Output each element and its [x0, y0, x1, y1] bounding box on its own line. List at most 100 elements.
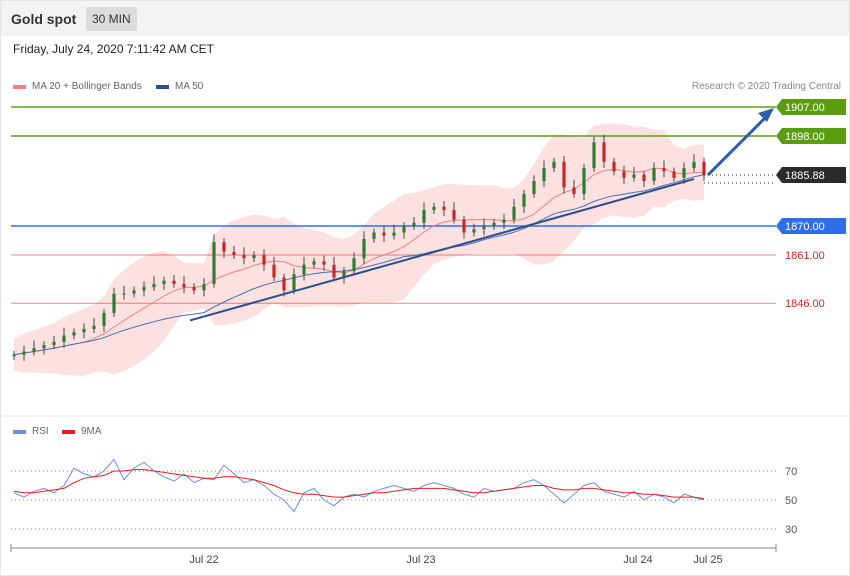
candle-body	[262, 255, 266, 265]
candle-body	[292, 274, 296, 291]
candle-body	[352, 258, 356, 272]
candle-body	[422, 209, 426, 223]
candle-body	[562, 161, 566, 188]
legend-rsi: RSI	[13, 426, 49, 437]
ma50-line	[13, 174, 705, 356]
candle-body	[32, 348, 36, 352]
candle-body	[632, 174, 636, 178]
rsi-level-label-70: 70	[785, 466, 797, 478]
level-label-1898.00: 1898.00	[785, 131, 825, 143]
candle-body	[302, 264, 306, 275]
rsi-9ma-line	[13, 469, 705, 500]
candle-body	[442, 206, 446, 210]
candle-body	[682, 168, 686, 178]
candle-body	[402, 226, 406, 233]
candle-body	[362, 238, 366, 259]
candle-body	[72, 332, 76, 336]
candle-body	[672, 171, 676, 178]
candle-body	[182, 283, 186, 288]
candle-body	[702, 161, 706, 175]
candle-body	[222, 242, 226, 252]
candle-body	[642, 174, 646, 182]
chart-header: Gold spot 30 MIN	[1, 1, 849, 36]
level-label-1861.00: 1861.00	[785, 250, 825, 262]
ma20-line	[13, 167, 705, 356]
legend-swatch-ma50	[156, 84, 169, 89]
candle-body	[372, 232, 376, 239]
candle-body	[452, 209, 456, 220]
last-price-label: 1885.88	[785, 170, 825, 182]
candle-body	[472, 229, 476, 233]
projection-arrow-shaft	[706, 113, 770, 177]
candle-body	[272, 264, 276, 278]
candle-body	[512, 206, 516, 220]
candle-body	[242, 255, 246, 259]
candle-body	[602, 142, 606, 162]
candle-body	[162, 280, 166, 284]
legend-swatch-rsi	[13, 429, 26, 434]
candle-body	[82, 328, 86, 333]
candle-body	[462, 219, 466, 233]
candle-body	[492, 222, 496, 227]
candle-body	[572, 187, 576, 194]
candle-body	[142, 287, 146, 291]
candle-body	[412, 222, 416, 227]
chart-title: Gold spot	[11, 11, 77, 27]
legend-label-ma20: MA 20 + Bollinger Bands	[32, 81, 142, 92]
level-tag-1870.00	[776, 218, 846, 235]
x-tick-label-Jul-25: Jul 25	[693, 554, 722, 566]
candle-body	[102, 312, 106, 326]
candle-body	[542, 168, 546, 182]
legend-ma20: MA 20 + Bollinger Bands	[13, 81, 142, 92]
candle-body	[312, 261, 316, 265]
candle-body	[382, 232, 386, 236]
x-tick-label-Jul-24: Jul 24	[623, 554, 652, 566]
level-tag-1898.00	[776, 128, 846, 144]
level-label-1907.00: 1907.00	[785, 102, 825, 114]
candle-body	[192, 287, 196, 291]
candle-body	[322, 261, 326, 265]
candle-body	[12, 354, 16, 357]
candle-body	[122, 293, 126, 295]
candle-body	[212, 242, 216, 284]
candle-body	[612, 161, 616, 172]
candle-body	[282, 277, 286, 291]
level-label-1870.00: 1870.00	[785, 221, 825, 233]
candle-body	[42, 345, 46, 349]
legend-label-rsi: RSI	[32, 426, 49, 437]
candle-body	[252, 255, 256, 259]
legend-label-9ma: 9MA	[81, 426, 102, 437]
candle-body	[92, 325, 96, 329]
candle-body	[522, 193, 526, 207]
rsi-line	[13, 458, 705, 513]
candle-body	[332, 264, 336, 278]
candle-body	[652, 168, 656, 182]
candle-body	[692, 161, 696, 169]
candle-body	[112, 293, 116, 313]
x-tick-label-Jul-22: Jul 22	[189, 554, 218, 566]
bollinger-band-area	[14, 123, 704, 376]
candle-body	[202, 283, 206, 291]
candle-body	[662, 168, 666, 172]
support-trendline	[189, 178, 695, 322]
candle-body	[502, 219, 506, 223]
projection-arrow-head	[758, 108, 774, 123]
legend-ma50: MA 50	[156, 81, 203, 92]
legend-label-ma50: MA 50	[175, 81, 204, 92]
last-price-tag	[776, 166, 846, 183]
level-tag-1907.00	[776, 99, 846, 116]
candle-body	[482, 226, 486, 230]
legend-9ma: 9MA	[62, 426, 102, 437]
legend-swatch-9ma	[62, 429, 75, 434]
level-label-1846.00: 1846.00	[785, 298, 825, 310]
candle-body	[432, 206, 436, 210]
candle-body	[552, 161, 556, 169]
candle-body	[62, 335, 66, 342]
candle-body	[232, 251, 236, 255]
legend-swatch-ma20	[13, 84, 26, 89]
timeframe-button[interactable]: 30 MIN	[86, 7, 137, 31]
rsi-level-label-30: 30	[785, 524, 797, 536]
candle-body	[132, 290, 136, 294]
candle-body	[622, 171, 626, 178]
